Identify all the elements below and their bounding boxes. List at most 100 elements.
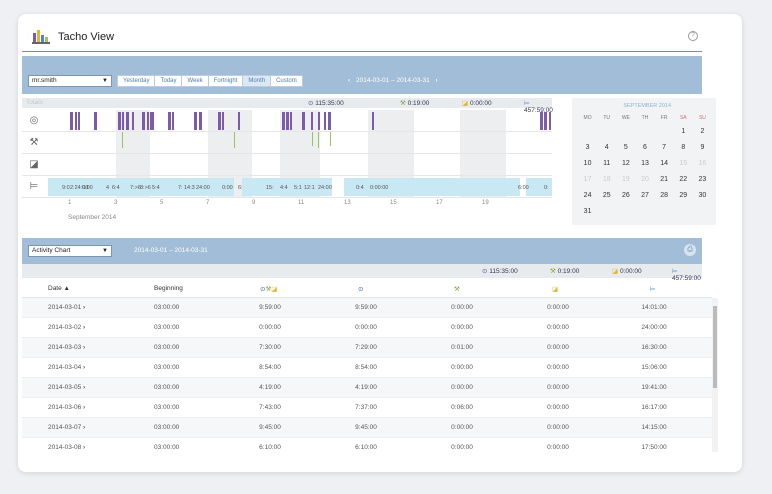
drive-bar[interactable] [142,112,145,130]
work-bar[interactable] [312,132,313,146]
calendar-day[interactable]: 3 [585,144,590,151]
tab-yesterday[interactable]: Yesterday [117,75,156,87]
calendar-day[interactable]: 18 [602,176,611,183]
drive-bar[interactable] [118,112,121,130]
table-scrollbar[interactable] [712,298,718,452]
calendar-day[interactable]: 11 [603,160,611,167]
calendar-day[interactable]: 7 [662,144,667,151]
calendar-day[interactable]: 14 [660,160,669,167]
calendar-day[interactable]: 24 [583,192,592,199]
drive-bar[interactable] [126,112,129,130]
tab-week[interactable]: Week [181,75,209,87]
drive-bar[interactable] [318,112,320,130]
row-date[interactable]: 2014-03-08 › [48,444,85,451]
calendar-day[interactable]: 29 [679,192,688,199]
rest-segment[interactable] [344,178,520,196]
calendar-day[interactable]: 21 [660,176,669,183]
next-period-icon[interactable]: › [435,77,438,84]
drive-bar[interactable] [70,112,73,130]
column-beginning[interactable]: Beginning [154,285,183,292]
calendar-day[interactable]: 20 [641,176,649,183]
drive-bar[interactable] [94,112,97,130]
drive-bar[interactable] [218,112,221,130]
chevron-right-icon[interactable]: › [81,324,86,331]
drive-bar[interactable] [194,112,197,130]
calendar-day[interactable]: 17 [583,176,592,183]
row-date[interactable]: 2014-03-06 › [48,404,85,411]
row-date[interactable]: 2014-03-05 › [48,384,85,391]
tab-custom[interactable]: Custom [270,75,303,87]
calendar-day[interactable]: 2 [700,128,705,135]
table-row[interactable]: 2014-03-07 › 03:00:00 9:45:00 9:45:00 0:00:0… [22,418,712,438]
drive-bar[interactable] [238,112,240,130]
calendar-day[interactable]: 28 [660,192,669,199]
drive-bar[interactable] [75,112,77,130]
chevron-right-icon[interactable]: › [81,344,86,351]
drive-bar[interactable] [302,112,305,130]
prev-period-icon[interactable]: ‹ [348,77,351,84]
drive-bar[interactable] [286,112,289,130]
drive-bar[interactable] [147,112,149,130]
table-row[interactable]: 2014-03-08 › 03:00:00 6:10:00 6:10:00 0:00:0… [22,438,712,452]
drive-bar[interactable] [282,112,285,130]
drive-bar[interactable] [540,112,543,130]
chevron-right-icon[interactable]: › [81,304,86,311]
drive-bar[interactable] [150,112,154,130]
drive-bar[interactable] [328,112,331,130]
row-date[interactable]: 2014-03-02 › [48,324,85,331]
rest-segment[interactable] [526,178,552,196]
drive-bar[interactable] [372,112,374,130]
table-row[interactable]: 2014-03-02 › 03:00:00 0:00:00 0:00:00 0:00:0… [22,318,712,338]
calendar-day[interactable]: 5 [623,144,628,151]
drive-bar[interactable] [78,112,80,130]
calendar-day[interactable]: 15 [679,160,688,167]
drive-bar[interactable] [172,112,174,130]
drive-bar[interactable] [290,112,292,130]
chevron-right-icon[interactable]: › [81,364,86,371]
table-row[interactable]: 2014-03-06 › 03:00:00 7:43:00 7:37:00 0:06:0… [22,398,712,418]
table-row[interactable]: 2014-03-05 › 03:00:00 4:19:00 4:19:00 0:00:0… [22,378,712,398]
calendar-day[interactable]: 19 [621,176,630,183]
tab-today[interactable]: Today [154,75,183,87]
calendar-day[interactable]: 30 [698,192,707,199]
scrollbar-thumb[interactable] [713,306,717,388]
chevron-right-icon[interactable]: › [81,424,86,431]
drive-bar[interactable] [544,112,547,130]
rest-segment[interactable] [242,178,332,196]
calendar-day[interactable]: 25 [602,192,611,199]
chevron-right-icon[interactable]: › [81,384,86,391]
row-date[interactable]: 2014-03-03 › [48,344,85,351]
calendar-day[interactable]: 26 [621,192,630,199]
drive-bar[interactable] [132,112,134,130]
table-row[interactable]: 2014-03-03 › 03:00:00 7:30:00 7:29:00 0:01:0… [22,338,712,358]
printer-icon[interactable]: ⎙ [684,244,696,256]
work-bar[interactable] [234,132,235,148]
table-row[interactable]: 2014-03-01 › 03:00:00 9:59:00 9:59:00 0:00:0… [22,298,712,318]
chevron-right-icon[interactable]: › [81,404,86,411]
calendar-day[interactable]: 16 [698,160,707,167]
calendar-day[interactable]: 1 [681,128,686,135]
calendar-day[interactable]: 9 [700,144,705,151]
calendar-day[interactable]: 27 [641,192,649,199]
drive-bar[interactable] [122,112,124,130]
drive-bar[interactable] [324,112,326,130]
drive-bar[interactable] [311,112,313,130]
calendar-day[interactable]: 23 [698,176,707,183]
calendar-day[interactable]: 12 [621,160,630,167]
calendar-day[interactable]: 31 [583,208,592,215]
driver-select[interactable]: mr.smith ▼ [28,75,112,87]
drive-bar[interactable] [199,112,202,130]
tab-month[interactable]: Month [242,75,272,87]
drive-bar[interactable] [222,112,224,130]
rest-segment[interactable] [48,178,234,196]
row-date[interactable]: 2014-03-07 › [48,424,85,431]
calendar-day[interactable]: 10 [583,160,592,167]
work-bar[interactable] [330,132,331,146]
calendar-day[interactable]: 6 [643,144,647,151]
table-row[interactable]: 2014-03-04 › 03:00:00 8:54:00 8:54:00 0:00:0… [22,358,712,378]
row-date[interactable]: 2014-03-01 › [48,304,85,311]
tab-fortnight[interactable]: Fortnight [207,75,244,87]
calendar-day[interactable]: 13 [641,160,649,167]
work-bar[interactable] [122,132,123,148]
drive-bar[interactable] [168,112,171,130]
